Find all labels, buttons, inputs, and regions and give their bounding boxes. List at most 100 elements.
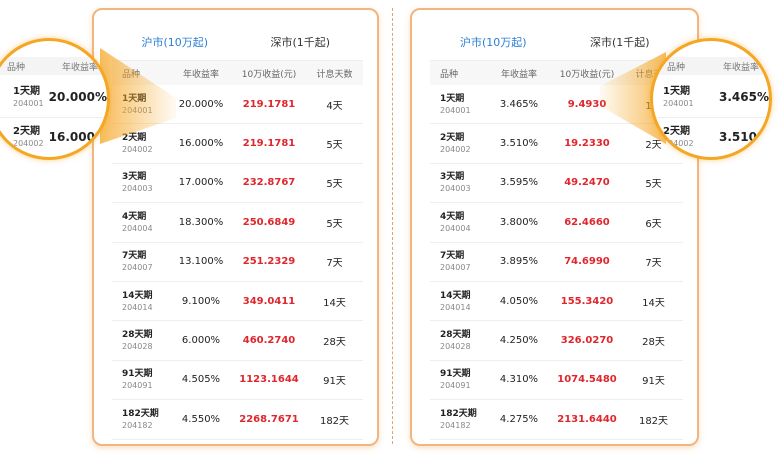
annual-rate: 3.510% <box>499 138 539 150</box>
annual-rate: 4.310% <box>499 374 539 386</box>
header-name: 品种 <box>440 69 459 80</box>
product-name: 3天期 <box>122 172 147 183</box>
income-value: 232.8767 <box>242 177 296 189</box>
tab-sz-market[interactable]: 深市(1千起) <box>589 36 650 49</box>
table-row[interactable]: 2天期 204002 3.510% 19.2330 2天 <box>430 124 683 164</box>
mag-row: 1天期 204001 20.000% <box>0 77 107 118</box>
table-row[interactable]: 14天期 204014 9.100% 349.0411 14天 <box>112 282 363 322</box>
annual-rate: 13.100% <box>178 256 224 268</box>
product-name: 2天期 <box>440 133 465 144</box>
interest-days: 5天 <box>326 140 343 152</box>
product-code: 204003 <box>122 184 153 194</box>
product-code: 204004 <box>122 223 153 233</box>
interest-days: 14天 <box>323 297 346 309</box>
product-code: 204182 <box>440 420 471 430</box>
interest-days: 28天 <box>642 337 665 349</box>
table-row[interactable]: 182天期 204182 4.275% 2131.6440 182天 <box>430 400 683 440</box>
interest-days: 182天 <box>319 415 350 427</box>
table-row[interactable]: 4天期 204004 18.300% 250.6849 5天 <box>112 203 363 243</box>
rate-table: 1天期2040013.465%9.49301天2天期2040023.510%19… <box>430 85 683 440</box>
income-value: 9.4930 <box>567 98 607 110</box>
income-value: 1123.1644 <box>239 374 299 386</box>
table-row[interactable]: 7天期 204007 3.895% 74.6990 7天 <box>430 243 683 282</box>
table-row[interactable]: 14天期 204014 4.050% 155.3420 14天 <box>430 282 683 322</box>
product-code: 204007 <box>440 263 471 273</box>
product-name: 182天期 <box>122 408 159 419</box>
annual-rate: 17.000% <box>178 177 224 189</box>
table-row[interactable]: 28天期 204028 6.000% 460.2740 28天 <box>112 321 363 361</box>
interest-days: 14天 <box>642 297 665 309</box>
table-row[interactable]: 3天期 204003 17.000% 232.8767 5天 <box>112 164 363 204</box>
table-row[interactable]: 3天期 204003 3.595% 49.2470 5天 <box>430 164 683 204</box>
magnifier-beam <box>600 52 666 144</box>
product-name: 7天期 <box>440 251 465 262</box>
product-name: 91天期 <box>440 369 471 380</box>
interest-days: 2天 <box>645 140 662 152</box>
income-value: 219.1781 <box>242 138 296 150</box>
income-value: 62.4660 <box>564 216 610 228</box>
header-income: 10万收益(元) <box>559 69 615 80</box>
mag-row: 1天期 204001 3.465% <box>653 77 769 118</box>
product-name: 2天期 <box>122 133 147 144</box>
annual-rate: 4.505% <box>181 374 221 386</box>
product-name: 1天期 <box>440 93 465 104</box>
magnifier-lens: 品种 年收益率 1天期 204001 20.000% 2天期 204002 16… <box>0 38 110 160</box>
table-row[interactable]: 182天期 204182 4.550% 2268.7671 182天 <box>112 400 363 440</box>
interest-days: 6天 <box>645 218 662 230</box>
tab-sz-market[interactable]: 深市(1千起) <box>270 36 331 49</box>
annual-rate: 20.000% <box>178 98 224 110</box>
magnifier-beam <box>100 48 176 144</box>
product-code: 204007 <box>122 263 153 273</box>
interest-days: 28天 <box>323 337 346 349</box>
tab-sh-market[interactable]: 沪市(10万起) <box>141 36 209 49</box>
income-value: 460.2740 <box>242 335 296 347</box>
product-code: 204002 <box>122 145 153 155</box>
table-row[interactable]: 2天期 204002 16.000% 219.1781 5天 <box>112 124 363 164</box>
product-code: 204001 <box>440 105 471 115</box>
product-code: 204014 <box>440 302 471 312</box>
income-value: 250.6849 <box>242 216 296 228</box>
product-code: 204182 <box>122 420 153 430</box>
annual-rate: 3.465% <box>499 98 539 110</box>
header-days: 计息天数 <box>316 69 353 80</box>
product-code: 204091 <box>122 381 153 391</box>
product-name: 7天期 <box>122 251 147 262</box>
market-tabs: 沪市(10万起) 深市(1千起) <box>430 24 683 61</box>
annual-rate: 16.000% <box>178 138 224 150</box>
product-name: 28天期 <box>122 330 153 341</box>
annual-rate: 9.100% <box>181 295 221 307</box>
income-value: 74.6990 <box>564 256 610 268</box>
mag-header-rate: 年收益率 <box>61 62 98 73</box>
table-row[interactable]: 4天期 204004 3.800% 62.4660 6天 <box>430 203 683 243</box>
annual-rate: 3.800% <box>499 216 539 228</box>
income-value: 349.0411 <box>242 295 296 307</box>
market-tabs: 沪市(10万起) 深市(1千起) <box>112 24 363 61</box>
annual-rate: 4.250% <box>499 335 539 347</box>
tab-sh-market[interactable]: 沪市(10万起) <box>459 36 527 49</box>
product-name: 14天期 <box>440 290 471 301</box>
product-name: 14天期 <box>122 290 153 301</box>
interest-days: 4天 <box>326 100 343 112</box>
product-code: 204091 <box>440 381 471 391</box>
table-row[interactable]: 28天期 204028 4.250% 326.0270 28天 <box>430 321 683 361</box>
income-value: 49.2470 <box>564 177 610 189</box>
interest-days: 5天 <box>645 179 662 191</box>
product-name: 3天期 <box>440 172 465 183</box>
header-income: 10万收益(元) <box>241 69 297 80</box>
annual-rate: 4.275% <box>499 413 539 425</box>
table-row[interactable]: 91天期 204091 4.310% 1074.5480 91天 <box>430 361 683 401</box>
table-row[interactable]: 91天期 204091 4.505% 1123.1644 91天 <box>112 361 363 401</box>
product-code: 204003 <box>440 184 471 194</box>
income-value: 1074.5480 <box>557 374 617 386</box>
center-divider <box>392 8 393 444</box>
income-value: 251.2329 <box>242 256 296 268</box>
product-name: 91天期 <box>122 369 153 380</box>
product-code: 204028 <box>122 342 153 352</box>
interest-days: 91天 <box>642 376 665 388</box>
header-rate: 年收益率 <box>182 69 219 80</box>
mag-header-name: 品种 <box>667 62 686 73</box>
interest-days: 5天 <box>326 179 343 191</box>
mag-row: 2天期 204002 3.510% <box>653 117 769 157</box>
table-row[interactable]: 7天期 204007 13.100% 251.2329 7天 <box>112 243 363 282</box>
product-name: 182天期 <box>440 408 477 419</box>
